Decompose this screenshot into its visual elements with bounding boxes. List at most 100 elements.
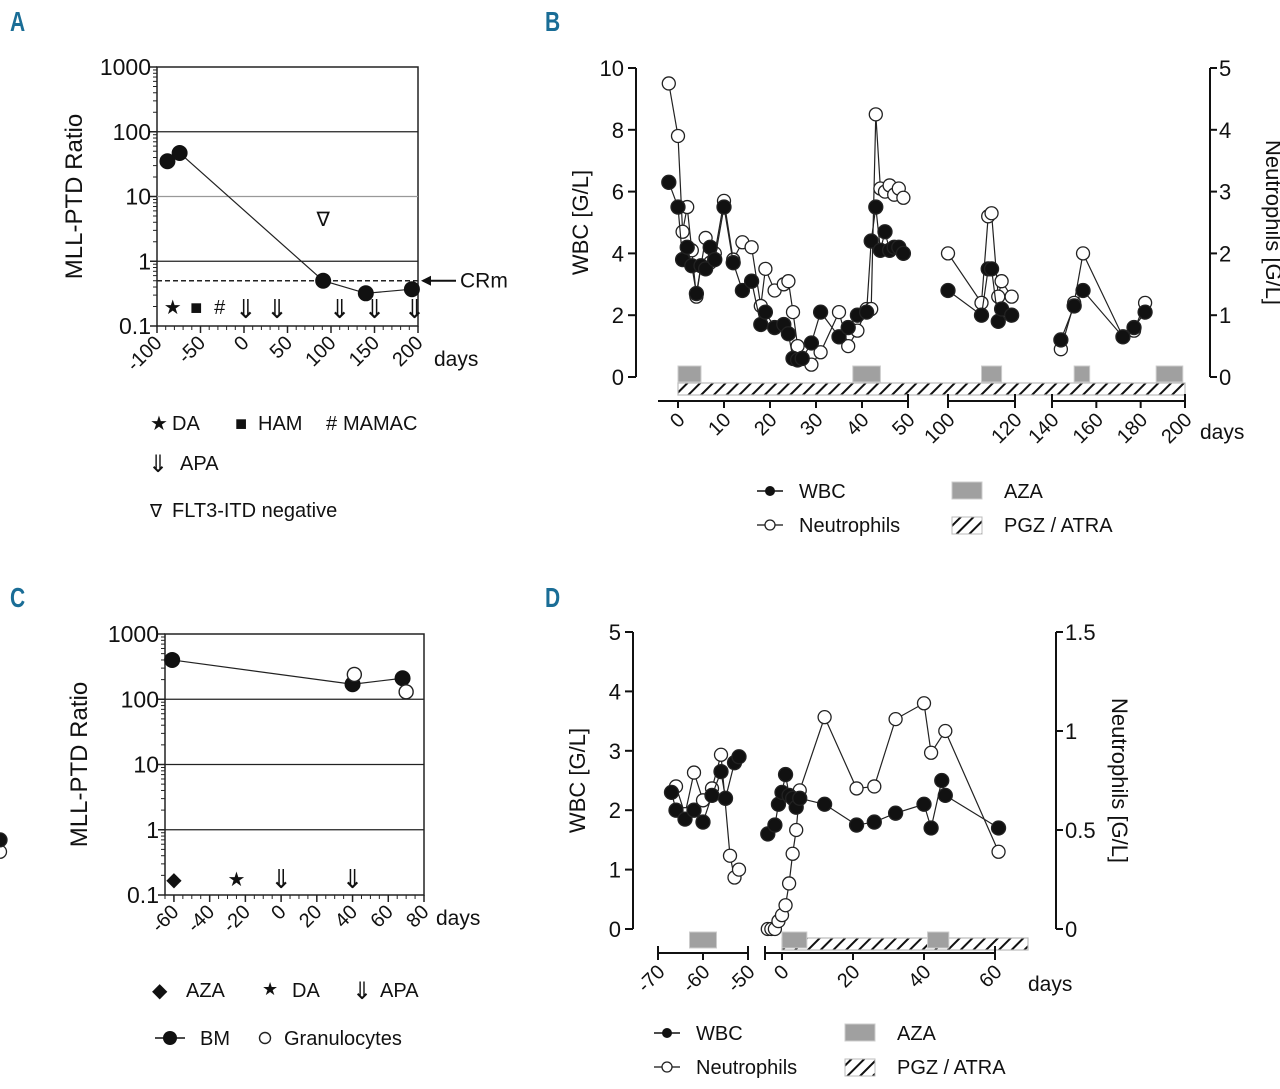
wbc-point [866,814,882,830]
panel-b-chart: 0 2 4 6 8 10 WBC [G/L] 0 1 2 3 4 5 Neutrophils [G/L] 0… [568,56,1280,537]
neutrophils-point [670,128,686,144]
x-tick-label: 120 [987,409,1026,448]
y2-tick-label: 0 [1065,917,1077,942]
treatment-marker-ham: ■ [190,297,202,319]
granulocytes-point [346,666,363,683]
legend-label-aza: AZA [897,1023,937,1045]
legend-symbol-ham: ■ [235,413,247,435]
legend-box-aza [844,1023,876,1042]
y2-tick-label: 2 [1219,241,1231,266]
legend-label-apa: APA [380,980,419,1002]
y-axis-label: MLL-PTD Ratio [61,114,88,279]
x-tick-label: 80 [402,901,433,932]
data-point [403,281,420,298]
neutrophils-point [938,723,953,739]
neutrophils-point [916,696,932,711]
legend-box-aza [951,481,983,500]
wbc-point [916,796,932,812]
legend-marker-neutrophils [661,1061,673,1073]
neutrophils-point [984,206,999,221]
bm-line [172,659,403,685]
neutrophils-point [781,274,796,289]
wbc-point [743,273,760,289]
x-tick-label: 200 [388,332,427,371]
neutrophils-point [781,876,797,891]
legend-symbol-flt3: ∇ [149,501,163,521]
y2-tick-label: 3 [1219,180,1231,205]
x-axis-label: days [436,907,480,930]
neutrophils-point [686,765,702,780]
apa-marker: ⇓ [342,864,364,894]
aza-bar [927,931,950,949]
y-tick-label: 0 [612,365,624,390]
apa-marker: ⇓ [266,294,288,324]
neutrophils-point [0,844,8,859]
legend-label-flt3: FLT3-ITD negative [172,500,337,522]
legend-label-aza: AZA [186,980,226,1002]
y-axis-label: WBC [G/L] [568,170,593,275]
wbc-point [1075,282,1091,299]
legend-label-neutrophils: Neutrophils [696,1057,797,1079]
legend-marker-neutrophils [764,519,776,531]
y-tick-label: 4 [612,241,624,266]
wbc-point [794,350,810,367]
legend-box-pgz-atra [844,1058,876,1077]
wbc-point [661,174,677,190]
x-tick-label: 180 [1113,409,1152,448]
x-tick-label: 30 [796,409,827,440]
x-tick-label: -20 [219,901,255,937]
wbc-point [973,307,990,323]
x-tick-label: 0 [230,332,253,355]
y-tick-label: 5 [609,620,621,645]
neutrophils-point [813,345,828,360]
y-tick-label: 10 [133,752,159,778]
wbc-point [1126,319,1142,336]
x-tick-label: 60 [975,961,1006,992]
legend-label-mamac: MAMAC [343,413,417,435]
x-tick-label: 50 [266,332,297,363]
neutrophils-point [923,745,939,760]
legend-symbol-da: ★ [150,413,168,435]
wbc-point [780,326,797,342]
wbc-point [1004,307,1020,323]
y2-tick-label: 4 [1219,118,1231,143]
neutrophils-point [849,781,864,796]
neutrophils-point [1075,246,1091,261]
wbc-point [704,787,720,803]
legend-label-da: DA [292,980,320,1002]
aza-bar [852,365,881,383]
neutrophils-point [731,862,747,877]
x-axis-label: days [434,348,478,371]
wbc-point [725,255,741,271]
x-tick-label: 160 [1069,409,1108,448]
x-axis-label: days [1200,421,1244,444]
wbc-point [713,763,729,780]
data-point [171,144,188,161]
wbc-point [868,199,884,215]
aza-bar [689,931,717,949]
wbc-point [767,817,783,833]
neutrophils-point [868,107,883,122]
legend-symbol-da: ★ [262,979,278,999]
wbc-point [688,285,705,302]
x-tick-label: 0 [267,901,290,924]
granulocytes-point [398,684,414,700]
neutrophils-point [744,240,759,255]
aza-bar [981,365,1003,383]
legend-label-granulocytes: Granulocytes [284,1028,402,1050]
y-tick-label: 1 [609,858,621,883]
treatment-marker-aza: ◆ [166,869,182,891]
neutrophils-point [789,822,804,838]
flt3-negative-marker: ∇ [315,209,330,231]
wbc-point [1066,298,1082,314]
y2-tick-label: 5 [1219,56,1231,81]
legend-label-bm: BM [200,1028,230,1050]
wbc-point [757,304,774,320]
neutrophils-point [778,898,793,913]
neutrophils-point [994,274,1009,289]
y-tick-label: 3 [609,739,621,764]
wbc-point [848,817,865,833]
x-tick-label: -50 [174,332,210,368]
y-tick-label: 10 [125,184,151,210]
